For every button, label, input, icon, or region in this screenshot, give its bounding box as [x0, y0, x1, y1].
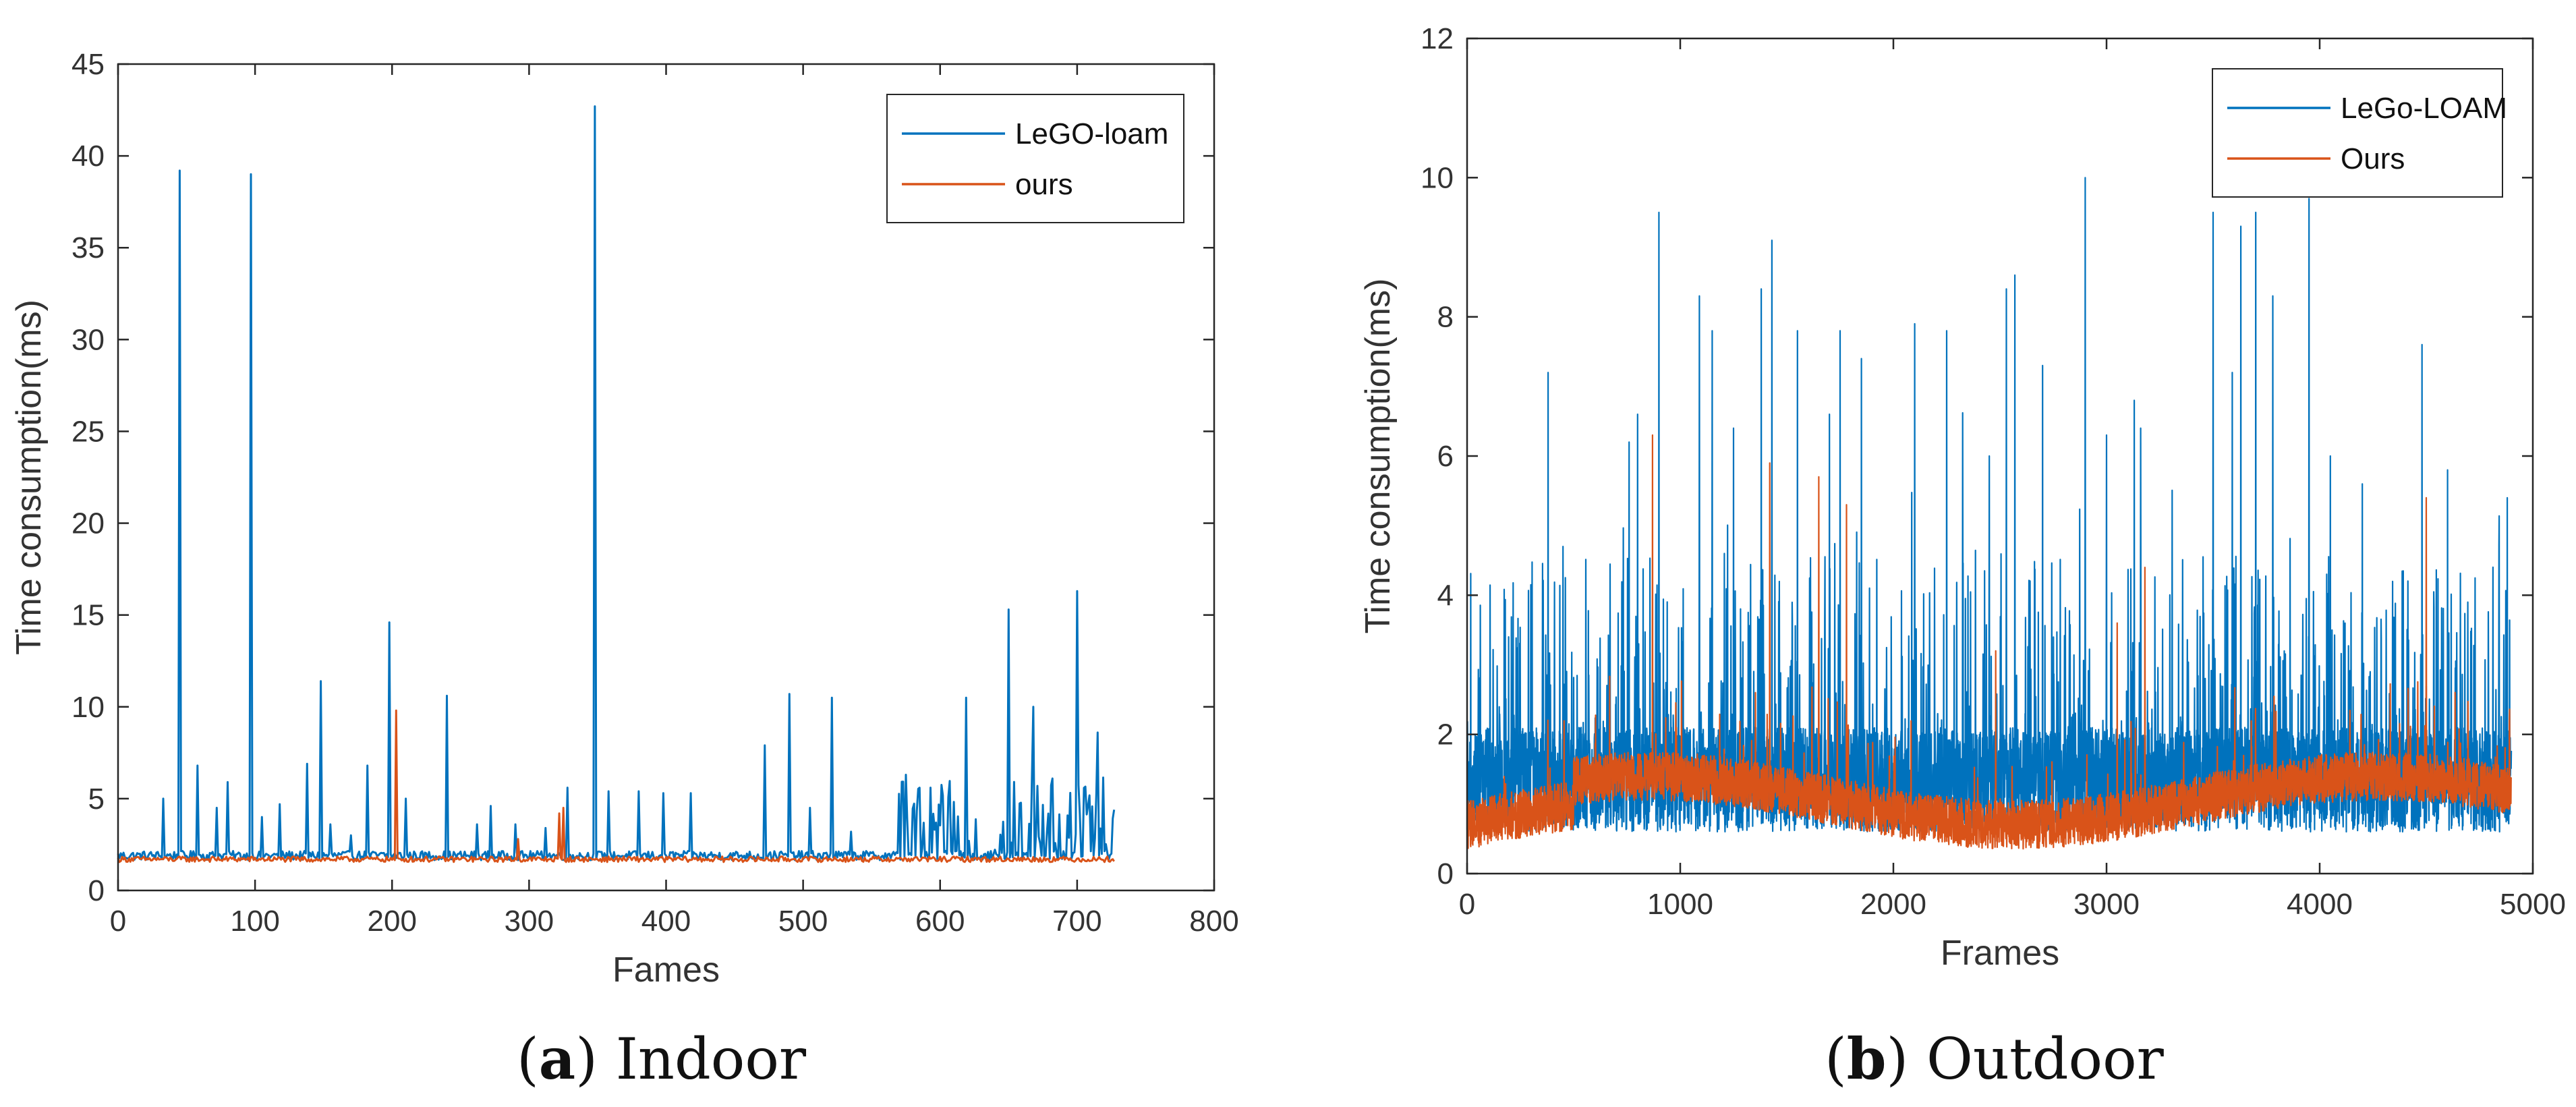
chart-panel-indoor: 0 100 200 300 400 500 600 700 800 0 5 10 15 20 25 30 35 4…: [9, 48, 1239, 1092]
y-tick-label: 6: [1437, 440, 1454, 473]
x-tick-label: 400: [641, 905, 691, 938]
y-tick-label: 8: [1437, 301, 1454, 334]
x-tick-label: 200: [368, 905, 417, 938]
y-tick-label: 45: [71, 48, 105, 81]
y-tick-label: 10: [1421, 161, 1454, 194]
y-tick-label: 20: [71, 507, 105, 540]
x-tick-label: 0: [1459, 888, 1475, 921]
x-axis-label: Fames: [612, 950, 720, 990]
y-tick-label: 0: [1437, 857, 1454, 890]
chart-outdoor: 0 1000 2000 3000 4000 5000 0 2 4 6 8 10 12 Frames Time…: [1358, 22, 2566, 973]
legend: LeGo-LOAM Ours: [2212, 68, 2507, 198]
y-tick-label: 15: [71, 599, 105, 632]
legend-box: [886, 94, 1184, 223]
caption-indoor: (a) Indoor: [517, 1025, 807, 1092]
legend: LeGO-loam ours: [886, 94, 1184, 223]
legend-label: ours: [1015, 168, 1073, 201]
y-tick-label: 5: [88, 783, 105, 816]
legend-label: LeGO-loam: [1015, 117, 1168, 150]
y-tick-label: 35: [71, 231, 105, 264]
y-tick-label: 4: [1437, 579, 1454, 612]
y-tick-label: 2: [1437, 718, 1454, 751]
x-tick-label: 3000: [2073, 888, 2140, 921]
x-tick-label: 600: [915, 905, 965, 938]
y-tick-label: 10: [71, 691, 105, 724]
series-line-ours: [117, 709, 1115, 863]
y-axis-label: Time consumption(ms): [9, 300, 49, 655]
series-group: [1466, 177, 2513, 850]
x-tick-label: 4000: [2287, 888, 2353, 921]
chart-indoor: 0 100 200 300 400 500 600 700 800 0 5 10 15 20 25 30 35 4…: [9, 48, 1239, 990]
y-tick-label: 25: [71, 415, 105, 448]
legend-box: [2212, 68, 2503, 198]
y-tick-label: 0: [88, 874, 105, 907]
x-tick-label: 5000: [2500, 888, 2566, 921]
series-group: [117, 105, 1116, 863]
y-tick-label: 30: [71, 323, 105, 356]
series-line-ours: [1466, 434, 2513, 850]
chart-panel-outdoor: 0 1000 2000 3000 4000 5000 0 2 4 6 8 10 12 Frames Time…: [1288, 0, 2576, 1107]
x-tick-label: 300: [505, 905, 554, 938]
x-tick-label: 1000: [1647, 888, 1713, 921]
x-tick-label: 0: [110, 905, 126, 938]
legend-label: Ours: [2341, 142, 2405, 175]
legend-label: LeGo-LOAM: [2341, 92, 2507, 125]
y-tick-label: 12: [1421, 22, 1454, 55]
y-axis-label: Time consumption(ms): [1358, 279, 1398, 634]
x-tick-label: 500: [778, 905, 828, 938]
x-tick-label: 2000: [1860, 888, 1926, 921]
x-axis-label: Frames: [1941, 934, 2059, 973]
x-tick-label: 700: [1052, 905, 1101, 938]
y-tick-label: 40: [71, 140, 105, 173]
x-tick-label: 100: [230, 905, 279, 938]
caption-outdoor: (b) Outdoor: [1825, 1025, 2164, 1092]
x-tick-label: 800: [1189, 905, 1238, 938]
